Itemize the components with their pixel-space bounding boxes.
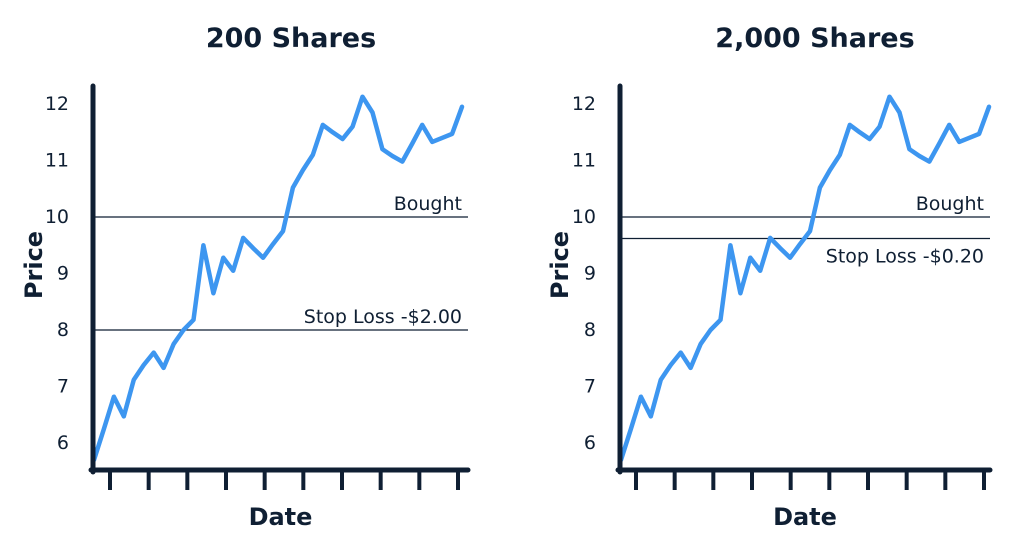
chart-2-y-tick-label-10: 10 <box>572 206 596 228</box>
chart-2-y-tick-label-9: 9 <box>584 263 596 285</box>
chart-1-y-tick-label-11: 11 <box>45 150 69 172</box>
chart-2-y-tick-label-12: 12 <box>572 93 596 115</box>
chart-1-reference-label-2: Stop Loss -$2.00 <box>304 306 462 328</box>
chart-2-y-axis-label: Price <box>546 231 574 299</box>
chart-1-y-tick-label-12: 12 <box>45 93 69 115</box>
chart-1-reference-label-1: Bought <box>394 193 462 215</box>
chart-2-y-tick-label-7: 7 <box>584 376 596 398</box>
chart-1-y-axis-label: Price <box>20 231 48 299</box>
chart-1-y-tick-label-6: 6 <box>57 432 69 454</box>
chart-1-title: 200 Shares <box>206 23 376 54</box>
chart-1-group: 200 Shares Price Date Bought Stop Loss -$2.0… <box>20 23 471 531</box>
chart-1-x-axis-label: Date <box>249 503 313 531</box>
chart-2-x-axis-label: Date <box>773 503 837 531</box>
chart-2-reference-label-2: Stop Loss -$0.20 <box>826 245 984 267</box>
chart-1-y-tick-label-8: 8 <box>57 319 69 341</box>
chart-1-price-series-line <box>91 94 465 463</box>
chart-2-group: 2,000 Shares Price Date Bought Stop Loss -$0… <box>546 23 993 531</box>
chart-2-y-tick-label-6: 6 <box>584 432 596 454</box>
chart-2-y-tick-label-11: 11 <box>572 150 596 172</box>
chart-1-y-tick-label-7: 7 <box>57 376 69 398</box>
chart-2-reference-label-1: Bought <box>916 193 984 215</box>
chart-2-y-tick-label-8: 8 <box>584 319 596 341</box>
chart-2-price-series-line <box>618 94 992 463</box>
chart-2-title: 2,000 Shares <box>715 23 914 54</box>
chart-1-y-tick-label-9: 9 <box>57 263 69 285</box>
chart-1-y-tick-label-10: 10 <box>45 206 69 228</box>
